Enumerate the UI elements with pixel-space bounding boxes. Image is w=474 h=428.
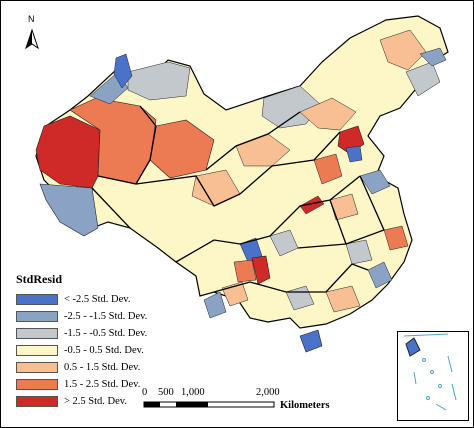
legend-label: 1.5 - 2.5 Std. Dev. xyxy=(64,379,141,390)
legend-title: StdResid xyxy=(16,272,63,286)
north-label: N xyxy=(28,14,35,24)
legend-item: -1.5 - -0.5 Std. Dev. xyxy=(16,325,166,342)
scale-tick-500: 500 xyxy=(158,387,174,398)
region-jiangxi-gray xyxy=(345,239,373,265)
region-altay-blue xyxy=(113,53,133,89)
region-sichuan-orange xyxy=(233,259,257,283)
region-sichuan-red xyxy=(251,255,271,285)
region-northeast-blue xyxy=(419,47,447,67)
region-xinjiang-north-gray xyxy=(127,61,191,101)
region-northeast-gray xyxy=(405,61,441,97)
legend-item: 0.5 - 1.5 Std. Dev. xyxy=(16,359,166,376)
legend-swatch xyxy=(16,328,58,339)
legend-label: > 2.5 Std. Dev. xyxy=(64,396,127,407)
legend-label: -1.5 - -0.5 Std. Dev. xyxy=(64,328,148,339)
legend-swatch xyxy=(16,396,58,407)
legend-items: < -2.5 Std. Dev. -2.5 - -1.5 Std. Dev. -1.… xyxy=(16,291,166,410)
north-arrow xyxy=(25,28,39,50)
legend-item: -0.5 - 0.5 Std. Dev. xyxy=(16,342,166,359)
region-northeast-orange xyxy=(379,29,427,71)
region-yunnan-blue xyxy=(203,291,227,319)
scale-tick-0: 0 xyxy=(142,387,148,398)
region-tibet-west-blue xyxy=(39,183,99,237)
region-shanxi-orange xyxy=(313,153,343,185)
scale-tick-1000: 1,000 xyxy=(181,387,205,398)
region-fujian-blue xyxy=(367,261,393,289)
region-central-red-strip xyxy=(299,195,325,215)
region-inner-mongolia-gray xyxy=(261,85,321,129)
region-henan-orange xyxy=(329,193,359,221)
legend-swatch xyxy=(16,311,58,322)
legend-swatch xyxy=(16,294,58,305)
legend-swatch xyxy=(16,379,58,390)
legend-item: > 2.5 Std. Dev. xyxy=(16,393,166,410)
legend-item: -2.5 - -1.5 Std. Dev. xyxy=(16,308,166,325)
region-tianjin-blue xyxy=(345,145,363,163)
legend: StdResid < -2.5 Std. Dev. -2.5 - -1.5 Std… xyxy=(16,272,166,410)
legend-label: < -2.5 Std. Dev. xyxy=(64,294,131,305)
legend-item: 1.5 - 2.5 Std. Dev. xyxy=(16,376,166,393)
legend-swatch xyxy=(16,345,58,356)
region-guangdong-orange xyxy=(325,285,361,313)
inset-islands xyxy=(403,333,457,411)
scale-bar: 0 500 1,000 2,000 Kilometers xyxy=(140,387,440,417)
legend-label: -2.5 - -1.5 Std. Dev. xyxy=(64,311,148,322)
scale-tick-2000: 2,000 xyxy=(256,387,280,398)
south-china-sea-inset xyxy=(397,331,469,421)
legend-swatch xyxy=(16,362,58,373)
region-zhejiang-orange xyxy=(383,225,409,251)
region-inner-mongolia-orange xyxy=(299,97,357,131)
region-shandong-blue xyxy=(359,169,391,195)
legend-item: < -2.5 Std. Dev. xyxy=(16,291,166,308)
province-boundaries xyxy=(91,105,385,293)
region-hainan-blue xyxy=(299,329,323,353)
legend-label: 0.5 - 1.5 Std. Dev. xyxy=(64,362,141,373)
scale-tick-labels: 0 500 1,000 2,000 xyxy=(140,387,440,401)
scale-bar-graphic xyxy=(143,401,275,408)
scale-unit-label: Kilometers xyxy=(280,400,330,411)
region-sichuan-blue xyxy=(239,237,263,263)
legend-label: -0.5 - 0.5 Std. Dev. xyxy=(64,345,144,356)
